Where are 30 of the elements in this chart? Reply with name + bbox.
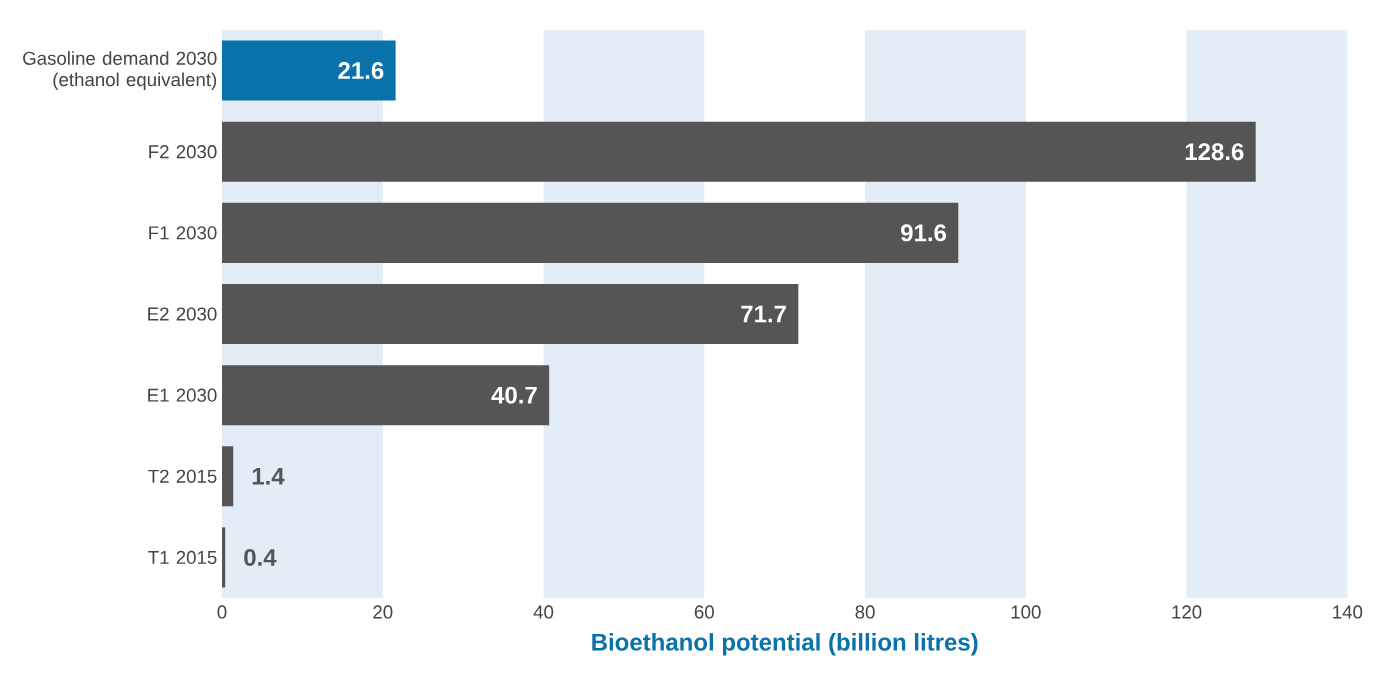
x-tick-label: 60 [694, 605, 714, 619]
x-tick-label: 0 [217, 605, 227, 619]
data-label: 71.7 [741, 305, 786, 323]
bar [222, 446, 234, 507]
y-tick-label: E2 2030 [148, 307, 217, 321]
bar [222, 283, 799, 345]
x-tick-label: 80 [855, 605, 875, 619]
bar [222, 527, 226, 588]
x-tick-label: 40 [533, 605, 554, 619]
bar [222, 202, 959, 263]
data-label: 91.6 [901, 224, 947, 242]
y-tick-label: T1 2015 [148, 550, 217, 565]
bar [222, 365, 550, 426]
y-tick-label: F2 2030 [149, 145, 217, 159]
data-label: 128.6 [1185, 143, 1244, 161]
bar [222, 40, 396, 101]
data-label: 21.6 [338, 62, 384, 80]
bar [222, 121, 1256, 182]
data-label: 40.7 [491, 386, 537, 404]
y-tick-label: E1 2030 [148, 388, 217, 402]
y-tick-label: Gasoline demand 2030 (ethanol equivalent) [23, 51, 217, 90]
x-axis-title: Bioethanol potential (billion litres) [592, 633, 978, 656]
data-label: 0.4 [244, 548, 277, 566]
x-tick-label: 120 [1172, 605, 1202, 619]
y-tick-label: T2 2015 [148, 469, 217, 483]
x-tick-label: 20 [373, 605, 393, 619]
x-tick-label: 140 [1333, 605, 1363, 619]
y-tick-label: F1 2030 [149, 226, 217, 240]
data-label: 1.4 [252, 468, 285, 485]
x-tick-label: 100 [1011, 605, 1041, 619]
